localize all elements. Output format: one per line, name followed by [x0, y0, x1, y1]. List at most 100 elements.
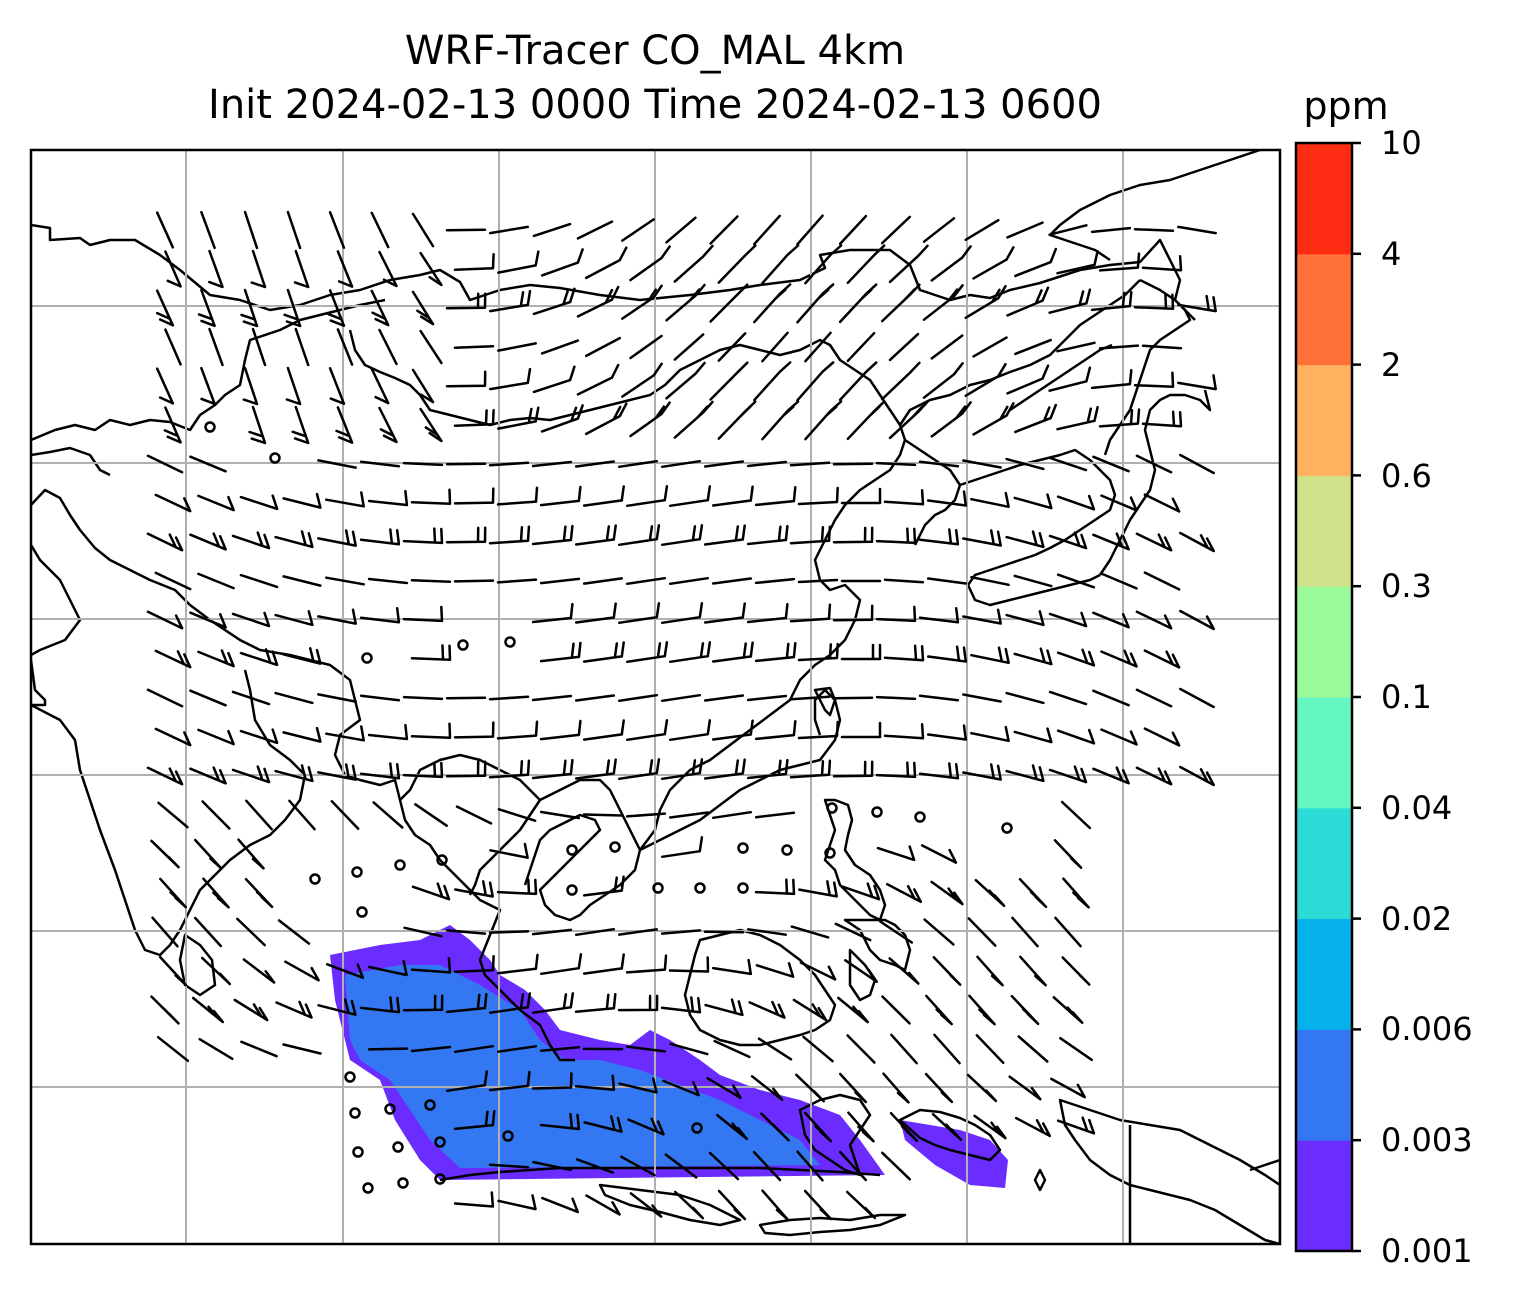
wind-barb [1048, 690, 1088, 706]
wind-barb [838, 214, 868, 246]
wind-barb [881, 1151, 911, 1181]
wind-barb [531, 992, 575, 1014]
wind-barb [488, 525, 531, 545]
wind-barb [539, 719, 582, 741]
wind-barb [1177, 225, 1217, 235]
wind-barb [410, 579, 452, 583]
wind-barb [236, 917, 266, 947]
wind-barb [970, 725, 1010, 743]
calm-wind-marker [694, 882, 706, 894]
colorbar-tick-label: 0.1 [1381, 678, 1432, 716]
wind-barb [411, 212, 435, 248]
wind-barb [704, 998, 744, 1017]
wind-barb [164, 250, 182, 288]
wind-barb [359, 996, 401, 1014]
colorbar-units-label: ppm [1303, 84, 1389, 128]
wind-barb [888, 957, 920, 985]
wind-barb [359, 460, 401, 468]
wind-barb [419, 251, 443, 287]
wind-barb [1008, 1075, 1042, 1101]
wind-barb [844, 959, 878, 983]
wind-barb [926, 724, 968, 741]
wind-barb [1048, 531, 1088, 550]
wind-barb [846, 331, 876, 363]
wind-barb [668, 576, 710, 586]
wind-barb [880, 283, 921, 323]
wind-barb [274, 691, 314, 705]
wind-barb [370, 367, 390, 405]
wind-barb [191, 996, 225, 1024]
wind-barb [1056, 648, 1096, 667]
wind-barb [146, 610, 184, 630]
wind-barb [883, 722, 925, 740]
colorbar-band [1296, 697, 1352, 809]
wind-barb [789, 525, 832, 545]
wind-barb [617, 994, 659, 1012]
wind-barb [1098, 252, 1141, 272]
wind-barb [336, 250, 354, 288]
wind-barb [890, 1033, 918, 1065]
wind-barb [531, 758, 574, 780]
wind-barb [282, 492, 322, 509]
wind-barb [574, 927, 616, 937]
wind-barb [1005, 764, 1045, 783]
wind-barb [1011, 916, 1039, 948]
wind-barb [325, 491, 365, 508]
wind-barb [1135, 454, 1173, 474]
wind-barb [757, 1037, 793, 1061]
wind-barb [193, 838, 223, 870]
wind-barb [336, 328, 354, 366]
wind-barb [1100, 494, 1138, 512]
wind-barb [665, 216, 697, 244]
wind-barb [193, 916, 223, 948]
wind-barb [330, 800, 360, 830]
map-title-line1: WRF-Tracer CO_MAL 4km [404, 28, 906, 74]
wind-barb [584, 336, 622, 358]
wind-barb [189, 455, 227, 473]
wind-barb [717, 332, 747, 362]
wind-barb [453, 1044, 495, 1054]
colorbar-band [1296, 1140, 1352, 1252]
colorbar-tick-label: 2 [1381, 346, 1402, 384]
colorbar-band [1296, 364, 1352, 476]
wind-barb [1092, 532, 1130, 551]
colorbar-band [1296, 1029, 1352, 1141]
calm-wind-marker [737, 842, 749, 854]
wind-barb [325, 963, 365, 979]
wind-barb [539, 641, 582, 663]
wind-barb [445, 760, 487, 778]
wind-barb [660, 929, 702, 935]
wind-barb [841, 882, 881, 901]
wind-barb [880, 361, 921, 401]
wind-barb [1056, 573, 1096, 589]
colorbar-tick-label: 0.003 [1381, 1121, 1473, 1159]
wind-barb [746, 928, 788, 936]
colorbar-tick-label: 0.001 [1381, 1232, 1473, 1270]
wind-barb [1179, 453, 1215, 475]
wind-barb [283, 288, 302, 328]
wind-barb [711, 485, 754, 507]
wind-barb [1100, 728, 1138, 746]
wind-barb [585, 1194, 621, 1216]
wind-barb [208, 249, 224, 289]
wind-barb [754, 719, 797, 741]
wind-barb [703, 602, 746, 624]
wind-barb [761, 244, 800, 285]
wind-barb [1092, 611, 1130, 629]
wind-barb [620, 1155, 656, 1177]
wind-barb [410, 488, 452, 505]
wind-barb [837, 996, 869, 1024]
wind-barb [876, 845, 916, 862]
wind-barb [411, 368, 435, 404]
wind-barb [925, 994, 953, 1026]
wind-barb [625, 719, 669, 742]
wind-barb [317, 763, 357, 781]
wind-barb [789, 695, 831, 701]
calm-wind-marker [1001, 822, 1013, 834]
wind-barb [882, 1072, 910, 1104]
colorbar-tick-label: 0.6 [1381, 457, 1432, 495]
wind-barb [1141, 410, 1183, 428]
wind-barb [453, 1191, 495, 1208]
wind-barb [410, 957, 452, 974]
calm-wind-marker [361, 652, 373, 664]
